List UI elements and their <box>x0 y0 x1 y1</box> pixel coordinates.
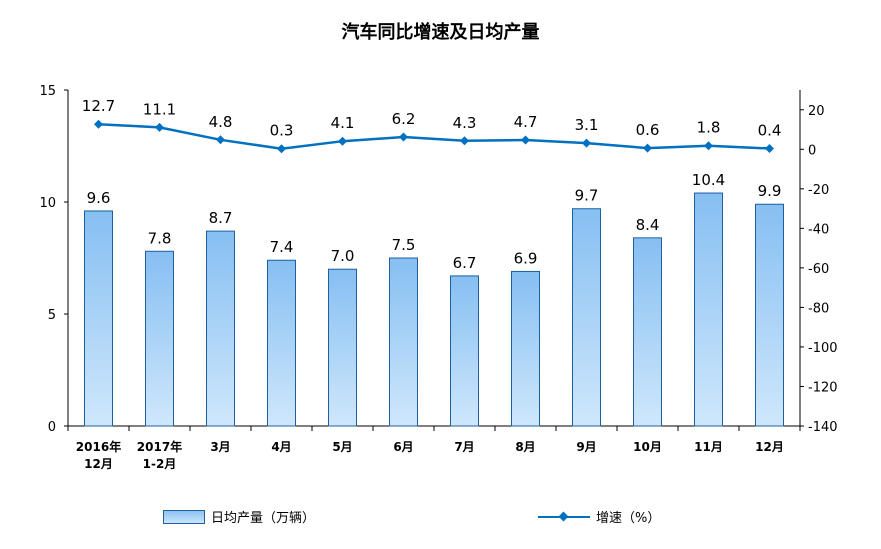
growth-value-label: 0.3 <box>270 122 294 140</box>
growth-point <box>338 136 347 146</box>
left-axis-tick-label: 15 <box>39 84 56 99</box>
bar-value-label: 7.0 <box>331 247 355 265</box>
growth-point <box>704 141 713 151</box>
x-axis-tick-label: 2016年 <box>76 439 121 454</box>
bar <box>450 275 479 427</box>
left-axis-tick-label: 5 <box>48 308 56 323</box>
growth-point <box>643 143 652 153</box>
growth-point <box>460 136 469 146</box>
legend-bar-label: 日均产量（万辆） <box>211 511 316 526</box>
x-axis-tick-label: 7月 <box>454 440 474 454</box>
legend-bar-swatch <box>163 509 205 524</box>
bar <box>694 192 723 427</box>
growth-point <box>399 132 408 142</box>
growth-value-label: 0.4 <box>758 122 782 140</box>
x-axis-tick-label: 12月 <box>755 440 784 454</box>
growth-value-label: 4.1 <box>331 114 355 132</box>
bar-value-label: 9.9 <box>758 182 782 200</box>
legend-line-label: 增速（%） <box>596 511 661 526</box>
x-axis-tick-label: 4月 <box>271 440 291 454</box>
bar-value-label: 6.7 <box>453 254 477 272</box>
bar-value-label: 7.4 <box>270 238 294 256</box>
x-axis-tick-label: 10月 <box>633 440 662 454</box>
bar-value-label: 7.5 <box>392 236 416 254</box>
right-axis-tick-label: -120 <box>808 380 838 395</box>
growth-value-label: 11.1 <box>143 100 176 118</box>
right-axis-tick-label: -60 <box>808 262 829 277</box>
right-axis-tick-label: -80 <box>808 301 829 316</box>
bar-value-label: 8.7 <box>209 209 233 227</box>
growth-value-label: 4.8 <box>209 113 233 131</box>
growth-point <box>277 144 286 154</box>
growth-value-label: 0.6 <box>636 121 660 139</box>
x-axis-tick-label: 2017年 <box>137 439 182 454</box>
left-axis-tick-label: 0 <box>48 420 56 435</box>
growth-point <box>582 138 591 148</box>
growth-point <box>94 119 103 129</box>
bar <box>84 210 113 427</box>
x-axis-tick-label: 11月 <box>694 440 723 454</box>
bar <box>206 230 235 427</box>
bar <box>267 259 296 427</box>
growth-point <box>521 135 530 145</box>
x-axis-tick-label: 3月 <box>210 440 230 454</box>
x-axis-tick-label: 9月 <box>576 440 596 454</box>
growth-value-label: 3.1 <box>575 116 599 134</box>
right-axis-tick-label: -40 <box>808 222 829 237</box>
bar-value-label: 9.6 <box>87 189 111 207</box>
legend-line-swatch <box>538 511 590 523</box>
bar <box>389 257 418 427</box>
bar <box>145 250 174 427</box>
growth-line <box>98 122 770 150</box>
growth-point <box>765 144 774 154</box>
right-axis-tick-label: -100 <box>808 341 838 356</box>
bar-value-label: 7.8 <box>148 229 172 247</box>
right-axis-tick-label: -140 <box>808 420 838 435</box>
bar-value-label: 8.4 <box>636 216 660 234</box>
right-axis-tick-label: -20 <box>808 183 829 198</box>
bar-value-label: 10.4 <box>692 171 725 189</box>
x-axis-tick-label: 6月 <box>393 440 413 454</box>
x-axis-tick-label: 5月 <box>332 440 352 454</box>
bar <box>572 208 601 427</box>
growth-point <box>216 135 225 145</box>
x-axis-tick-label: 8月 <box>515 440 535 454</box>
left-axis-tick-label: 10 <box>39 196 56 211</box>
bar <box>633 237 662 427</box>
growth-point <box>155 122 164 132</box>
growth-value-label: 12.7 <box>82 97 115 115</box>
right-axis-tick-label: 0 <box>808 143 816 158</box>
growth-value-label: 6.2 <box>392 110 416 128</box>
growth-value-label: 4.7 <box>514 113 538 131</box>
bar <box>755 203 784 427</box>
right-axis-tick-label: 20 <box>808 104 825 119</box>
growth-value-label: 4.3 <box>453 114 477 132</box>
x-axis-tick-label: 12月 <box>84 457 113 471</box>
growth-value-label: 1.8 <box>697 119 721 137</box>
bar <box>511 270 540 427</box>
legend-bar: 日均产量（万辆） <box>163 507 315 526</box>
bar-value-label: 6.9 <box>514 249 538 267</box>
legend-line: 增速（%） <box>538 507 660 526</box>
bar <box>328 268 357 427</box>
chart-title: 汽车同比增速及日均产量 <box>341 22 540 43</box>
bar-value-label: 9.7 <box>575 187 599 205</box>
x-axis-tick-label: 1-2月 <box>143 457 177 471</box>
